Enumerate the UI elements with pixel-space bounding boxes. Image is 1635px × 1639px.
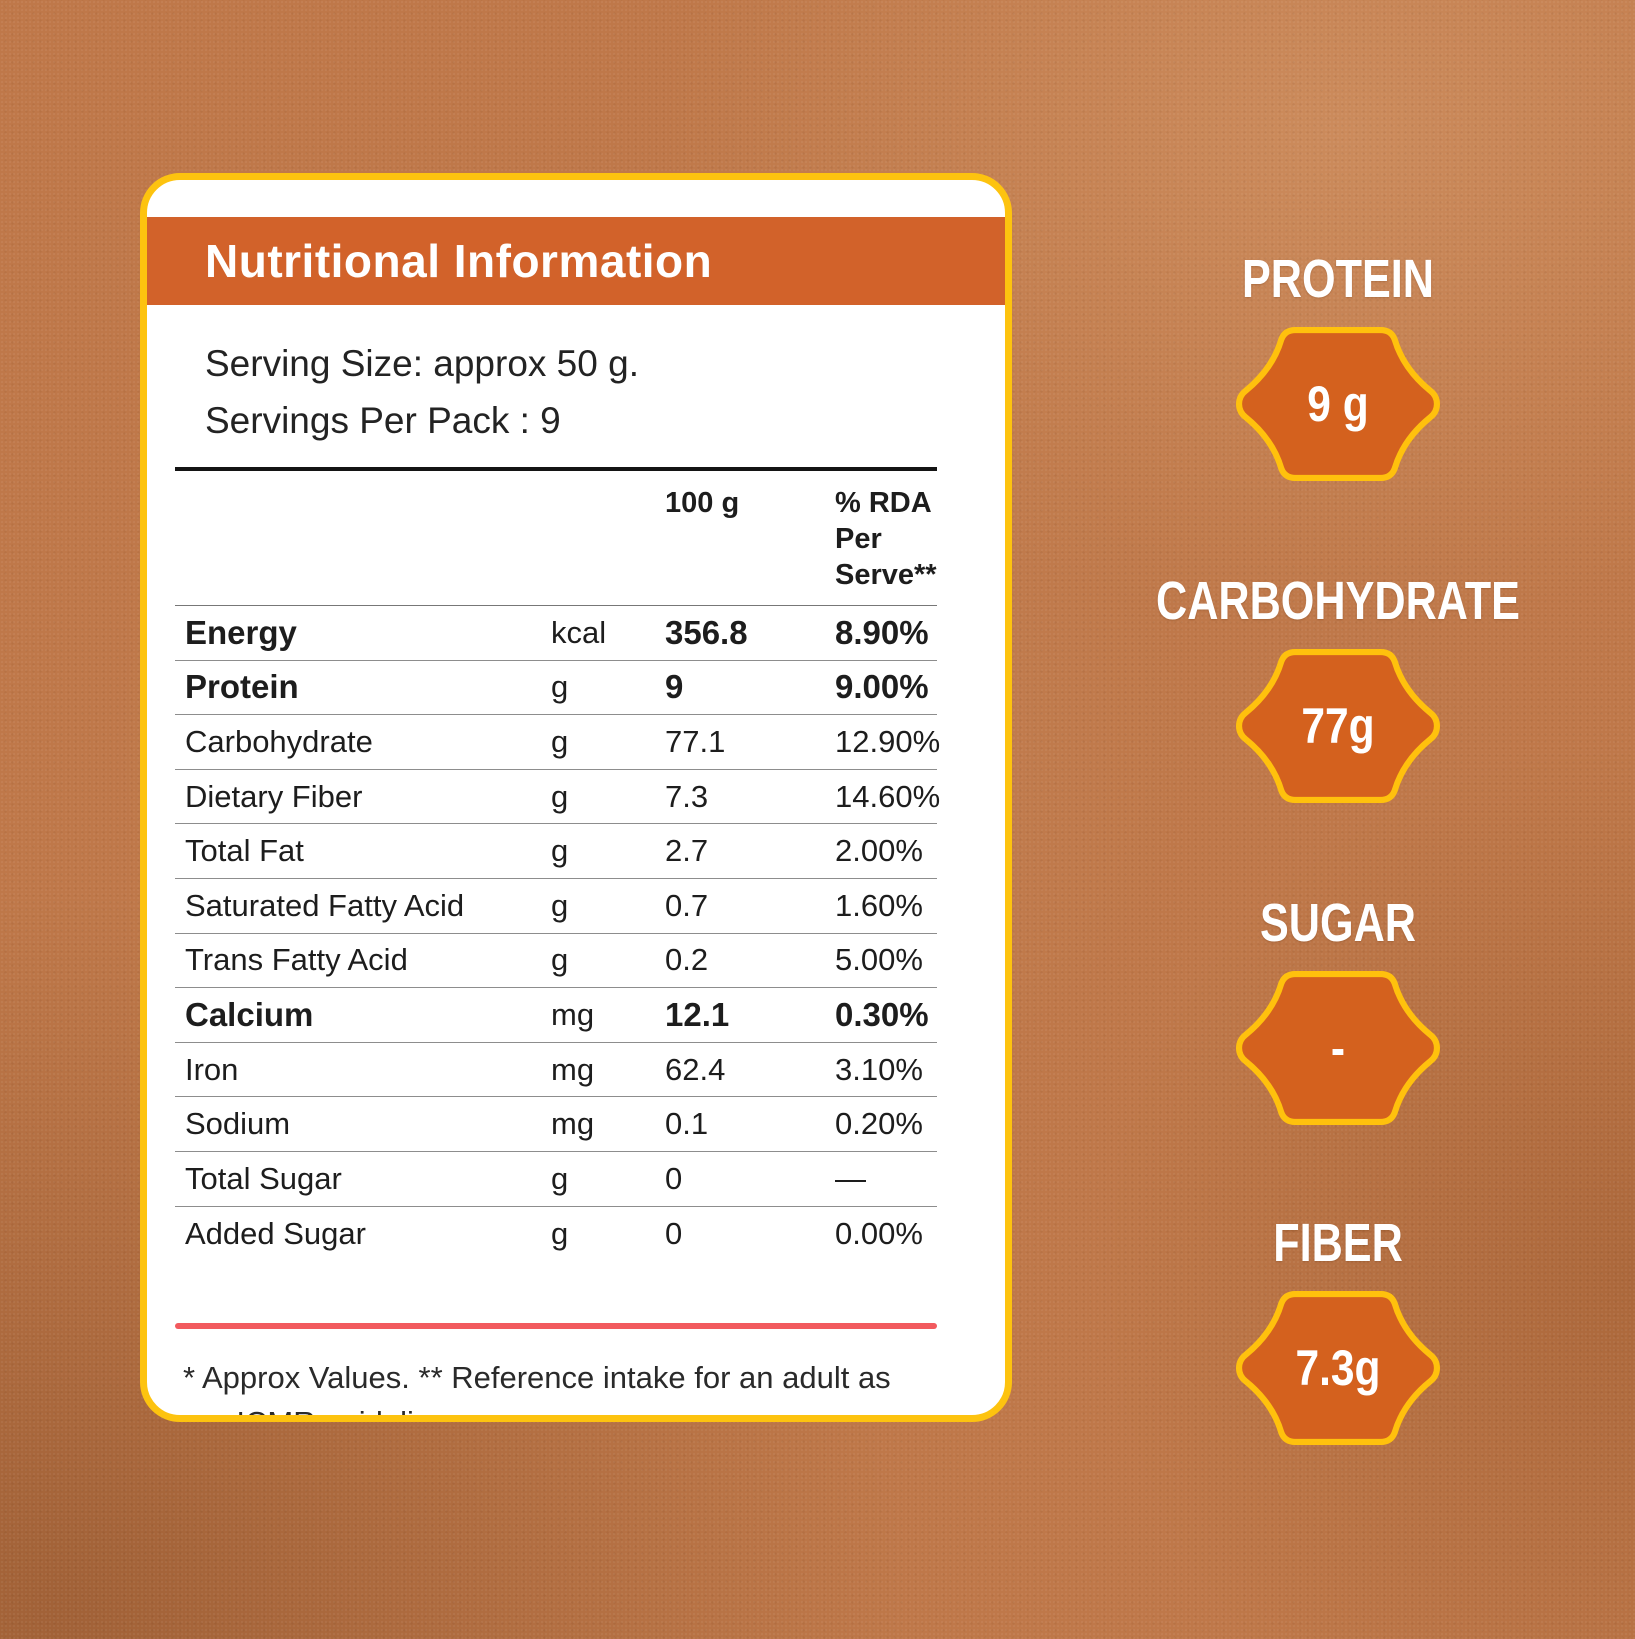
nutrient-name: Protein xyxy=(185,668,299,706)
table-row: Saturated Fatty Acid g 0.7 1.60% xyxy=(175,879,937,934)
nutrient-unit: g xyxy=(551,942,569,978)
seal-badge-icon xyxy=(1236,326,1440,482)
highlight-label: PROTEIN xyxy=(1241,249,1435,309)
nutrient-name: Total Sugar xyxy=(185,1160,342,1196)
nutrient-rda-percent: 0.30% xyxy=(835,995,929,1033)
highlight-badge: 77g xyxy=(1236,646,1440,806)
nutrient-unit: g xyxy=(551,887,569,923)
serving-size-text: Serving Size: approx 50 g. xyxy=(205,343,639,384)
nutrient-value-per-100g: 0.7 xyxy=(665,887,709,923)
nutrient-unit: mg xyxy=(551,996,595,1032)
highlight-label: CARBOHYDRATE xyxy=(1156,571,1520,631)
table-row: Trans Fatty Acid g 0.2 5.00% xyxy=(175,934,937,989)
table-row: Carbohydrate g 77.1 12.90% xyxy=(175,715,940,770)
table-row: Total Fat g 2.7 2.00% xyxy=(175,824,937,879)
nutrient-value-per-100g: 77.1 xyxy=(665,723,726,759)
nutrition-card: Nutritional Information Serving Size: ap… xyxy=(140,173,1012,1422)
nutrient-rda-percent: 0.00% xyxy=(835,1215,923,1251)
nutrient-name: Saturated Fatty Acid xyxy=(185,887,465,923)
nutrient-rda-percent: 2.00% xyxy=(835,833,923,869)
footnote-text: * Approx Values. ** Reference intake for… xyxy=(183,1360,891,1415)
nutrient-value-per-100g: 0 xyxy=(665,1160,683,1196)
table-row: Total Sugar g 0 — xyxy=(175,1152,937,1207)
highlight-label: FIBER xyxy=(1273,1213,1403,1273)
seal-badge-icon xyxy=(1236,1290,1440,1446)
nutrient-name: Iron xyxy=(185,1051,239,1087)
nutrient-unit: mg xyxy=(551,1106,595,1142)
card-header-banner: Nutritional Information xyxy=(147,217,1005,305)
column-header-100g: 100 g xyxy=(665,487,740,519)
highlight-badge: 7.3g xyxy=(1236,1288,1440,1448)
nutrient-value-per-100g: 0.1 xyxy=(665,1106,709,1142)
table-row: Sodium mg 0.1 0.20% xyxy=(175,1097,937,1152)
nutrient-name: Carbohydrate xyxy=(185,723,373,759)
table-row: Iron mg 62.4 3.10% xyxy=(175,1043,937,1098)
nutrient-name: Energy xyxy=(185,613,297,651)
nutrient-value-per-100g: 7.3 xyxy=(665,778,709,814)
nutrient-value-per-100g: 356.8 xyxy=(665,613,748,651)
highlights-column: PROTEIN 9 g CARBOHYDRATE 77g SUGAR - FIB… xyxy=(1106,0,1570,1639)
column-header-rda: % RDA Per Serve** xyxy=(835,487,937,591)
nutrient-name: Added Sugar xyxy=(185,1215,366,1251)
servings-per-pack-text: Servings Per Pack : 9 xyxy=(205,400,561,441)
table-row: Added Sugar g 0 0.00% xyxy=(175,1207,937,1262)
nutrient-rda-percent: 1.60% xyxy=(835,887,923,923)
highlight-group: SUGAR - xyxy=(1106,894,1570,1128)
nutrient-value-per-100g: 12.1 xyxy=(665,995,730,1033)
nutrient-rda-percent: 12.90% xyxy=(835,723,941,759)
highlight-group: PROTEIN 9 g xyxy=(1106,250,1570,484)
highlight-label: SUGAR xyxy=(1259,893,1416,953)
table-row: Energy kcal 356.8 8.90% xyxy=(175,606,937,661)
nutrient-rda-percent: 5.00% xyxy=(835,942,923,978)
nutrient-value-per-100g: 62.4 xyxy=(665,1051,726,1087)
table-row: Calcium mg 12.1 0.30% xyxy=(175,988,937,1043)
nutrient-unit: g xyxy=(551,1160,569,1196)
table-row: Dietary Fiber g 7.3 14.60% xyxy=(175,770,940,825)
nutrient-name: Total Fat xyxy=(185,833,304,869)
nutrient-unit: g xyxy=(551,833,569,869)
highlight-value: 7.3g xyxy=(1295,1340,1381,1396)
nutrient-rda-percent: 3.10% xyxy=(835,1051,923,1087)
nutrient-unit: mg xyxy=(551,1051,595,1087)
nutrition-table: 100 g % RDA Per Serve** Energy kcal 356.… xyxy=(175,467,940,1262)
table-header-row: 100 g % RDA Per Serve** xyxy=(175,471,937,606)
nutrient-unit: g xyxy=(551,1215,569,1251)
nutrient-name: Sodium xyxy=(185,1106,291,1142)
seal-badge-icon xyxy=(1236,970,1440,1126)
serving-info: Serving Size: approx 50 g. Servings Per … xyxy=(205,335,1005,449)
nutrient-unit: g xyxy=(551,778,569,814)
nutrient-value-per-100g: 0 xyxy=(665,1215,683,1251)
highlight-value: 9 g xyxy=(1307,376,1369,432)
nutrient-rda-percent: 14.60% xyxy=(835,778,941,814)
nutrient-name: Dietary Fiber xyxy=(185,778,363,814)
nutrient-rda-percent: 9.00% xyxy=(835,668,929,706)
nutrient-value-per-100g: 0.2 xyxy=(665,942,709,978)
table-row: Protein g 9 9.00% xyxy=(175,661,937,716)
highlight-badge: - xyxy=(1236,968,1440,1128)
nutrient-rda-percent: — xyxy=(835,1160,866,1196)
nutrient-unit: kcal xyxy=(551,614,607,650)
nutrient-rda-percent: 8.90% xyxy=(835,613,929,651)
page-title: Nutritional Information xyxy=(205,235,713,287)
seal-badge-icon xyxy=(1236,648,1440,804)
highlight-value: 77g xyxy=(1301,698,1375,754)
highlight-value: - xyxy=(1330,1020,1346,1076)
nutrient-name: Trans Fatty Acid xyxy=(185,942,408,978)
nutrient-value-per-100g: 9 xyxy=(665,668,684,706)
nutrient-unit: g xyxy=(551,723,569,759)
highlight-badge: 9 g xyxy=(1236,324,1440,484)
nutrient-value-per-100g: 2.7 xyxy=(665,833,709,869)
table-body: Energy kcal 356.8 8.90% Protein g 9 9.00… xyxy=(175,606,940,1262)
highlight-group: CARBOHYDRATE 77g xyxy=(1106,572,1570,806)
nutrient-unit: g xyxy=(551,669,569,705)
highlight-group: FIBER 7.3g xyxy=(1106,1214,1570,1448)
nutrient-rda-percent: 0.20% xyxy=(835,1106,923,1142)
red-divider xyxy=(175,1323,937,1330)
nutrient-name: Calcium xyxy=(185,995,314,1033)
